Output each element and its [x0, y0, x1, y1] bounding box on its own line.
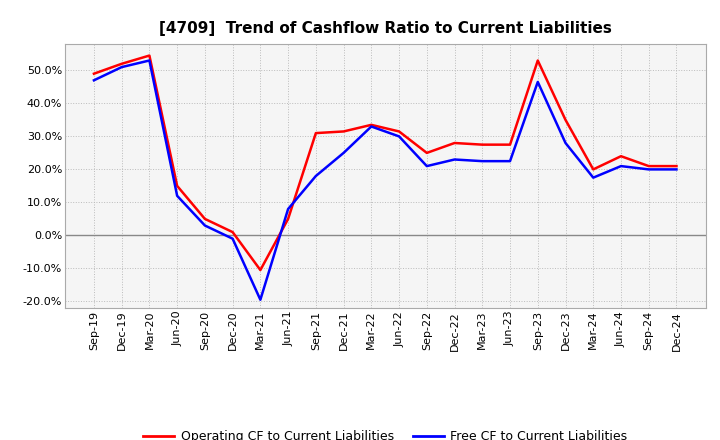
Operating CF to Current Liabilities	[644, 163, 653, 169]
Free CF to Current Liabilities	[589, 175, 598, 180]
Free CF to Current Liabilities	[312, 173, 320, 179]
Free CF to Current Liabilities	[145, 58, 154, 63]
Free CF to Current Liabilities	[616, 163, 625, 169]
Operating CF to Current Liabilities	[201, 216, 210, 221]
Operating CF to Current Liabilities	[367, 122, 376, 128]
Title: [4709]  Trend of Cashflow Ratio to Current Liabilities: [4709] Trend of Cashflow Ratio to Curren…	[159, 21, 611, 36]
Operating CF to Current Liabilities	[339, 129, 348, 134]
Free CF to Current Liabilities	[534, 79, 542, 84]
Legend: Operating CF to Current Liabilities, Free CF to Current Liabilities: Operating CF to Current Liabilities, Fre…	[138, 425, 632, 440]
Free CF to Current Liabilities	[423, 163, 431, 169]
Operating CF to Current Liabilities	[505, 142, 514, 147]
Free CF to Current Liabilities	[117, 64, 126, 70]
Operating CF to Current Liabilities	[145, 53, 154, 58]
Free CF to Current Liabilities	[284, 206, 292, 212]
Operating CF to Current Liabilities	[395, 129, 403, 134]
Operating CF to Current Liabilities	[256, 268, 265, 273]
Free CF to Current Liabilities	[672, 167, 681, 172]
Line: Operating CF to Current Liabilities: Operating CF to Current Liabilities	[94, 55, 677, 270]
Line: Free CF to Current Liabilities: Free CF to Current Liabilities	[94, 60, 677, 300]
Operating CF to Current Liabilities	[589, 167, 598, 172]
Free CF to Current Liabilities	[561, 140, 570, 146]
Free CF to Current Liabilities	[339, 150, 348, 156]
Operating CF to Current Liabilities	[561, 117, 570, 122]
Free CF to Current Liabilities	[505, 158, 514, 164]
Free CF to Current Liabilities	[478, 158, 487, 164]
Free CF to Current Liabilities	[228, 236, 237, 241]
Operating CF to Current Liabilities	[284, 216, 292, 221]
Free CF to Current Liabilities	[395, 134, 403, 139]
Operating CF to Current Liabilities	[228, 230, 237, 235]
Free CF to Current Liabilities	[367, 124, 376, 129]
Operating CF to Current Liabilities	[423, 150, 431, 156]
Free CF to Current Liabilities	[644, 167, 653, 172]
Free CF to Current Liabilities	[201, 223, 210, 228]
Operating CF to Current Liabilities	[450, 140, 459, 146]
Free CF to Current Liabilities	[450, 157, 459, 162]
Free CF to Current Liabilities	[256, 297, 265, 302]
Operating CF to Current Liabilities	[173, 183, 181, 188]
Operating CF to Current Liabilities	[616, 154, 625, 159]
Operating CF to Current Liabilities	[534, 58, 542, 63]
Free CF to Current Liabilities	[89, 77, 98, 83]
Operating CF to Current Liabilities	[312, 130, 320, 136]
Operating CF to Current Liabilities	[89, 71, 98, 76]
Operating CF to Current Liabilities	[478, 142, 487, 147]
Operating CF to Current Liabilities	[672, 163, 681, 169]
Free CF to Current Liabilities	[173, 193, 181, 198]
Operating CF to Current Liabilities	[117, 61, 126, 66]
